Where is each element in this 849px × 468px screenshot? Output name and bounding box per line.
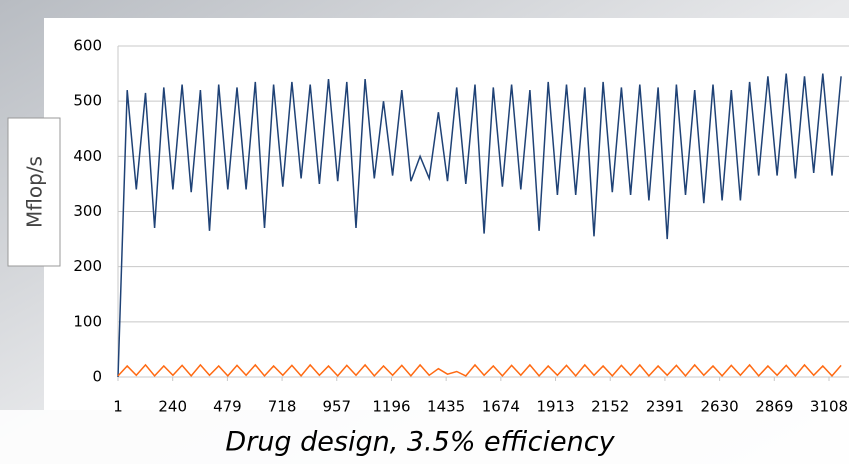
x-tick-label: 1435 [427, 398, 465, 416]
y-tick-label: 500 [73, 92, 102, 110]
y-tick-label: 400 [73, 147, 102, 165]
x-tick-label: 2391 [646, 398, 684, 416]
y-tick-label: 100 [73, 312, 102, 330]
y-axis-label: Mflop/s [23, 156, 47, 228]
x-tick-label: 2152 [591, 398, 629, 416]
x-tick-label: 1913 [536, 398, 574, 416]
x-tick-label: 2869 [755, 398, 793, 416]
x-tick-label: 479 [213, 398, 242, 416]
chart-title: Drug design, 3.5% efficiency [225, 427, 615, 458]
x-tick-label: 2630 [701, 398, 739, 416]
x-tick-label: 957 [322, 398, 351, 416]
plot-background [44, 18, 849, 410]
x-tick-label: 3108 [810, 398, 848, 416]
y-tick-label: 300 [73, 202, 102, 220]
y-tick-label: 0 [92, 368, 102, 386]
x-tick-label: 1196 [372, 398, 410, 416]
x-tick-label: 1 [113, 398, 123, 416]
x-tick-label: 1674 [482, 398, 520, 416]
x-tick-label: 718 [268, 398, 297, 416]
y-tick-label: 600 [73, 37, 102, 55]
y-tick-label: 200 [73, 257, 102, 275]
x-tick-label: 240 [158, 398, 187, 416]
page: {"chart_data": {"type": "line", "title":… [0, 0, 849, 464]
chart: 0 100 200 300 400 500 600 1 240 479 718 957 1196 1435… [0, 0, 849, 464]
